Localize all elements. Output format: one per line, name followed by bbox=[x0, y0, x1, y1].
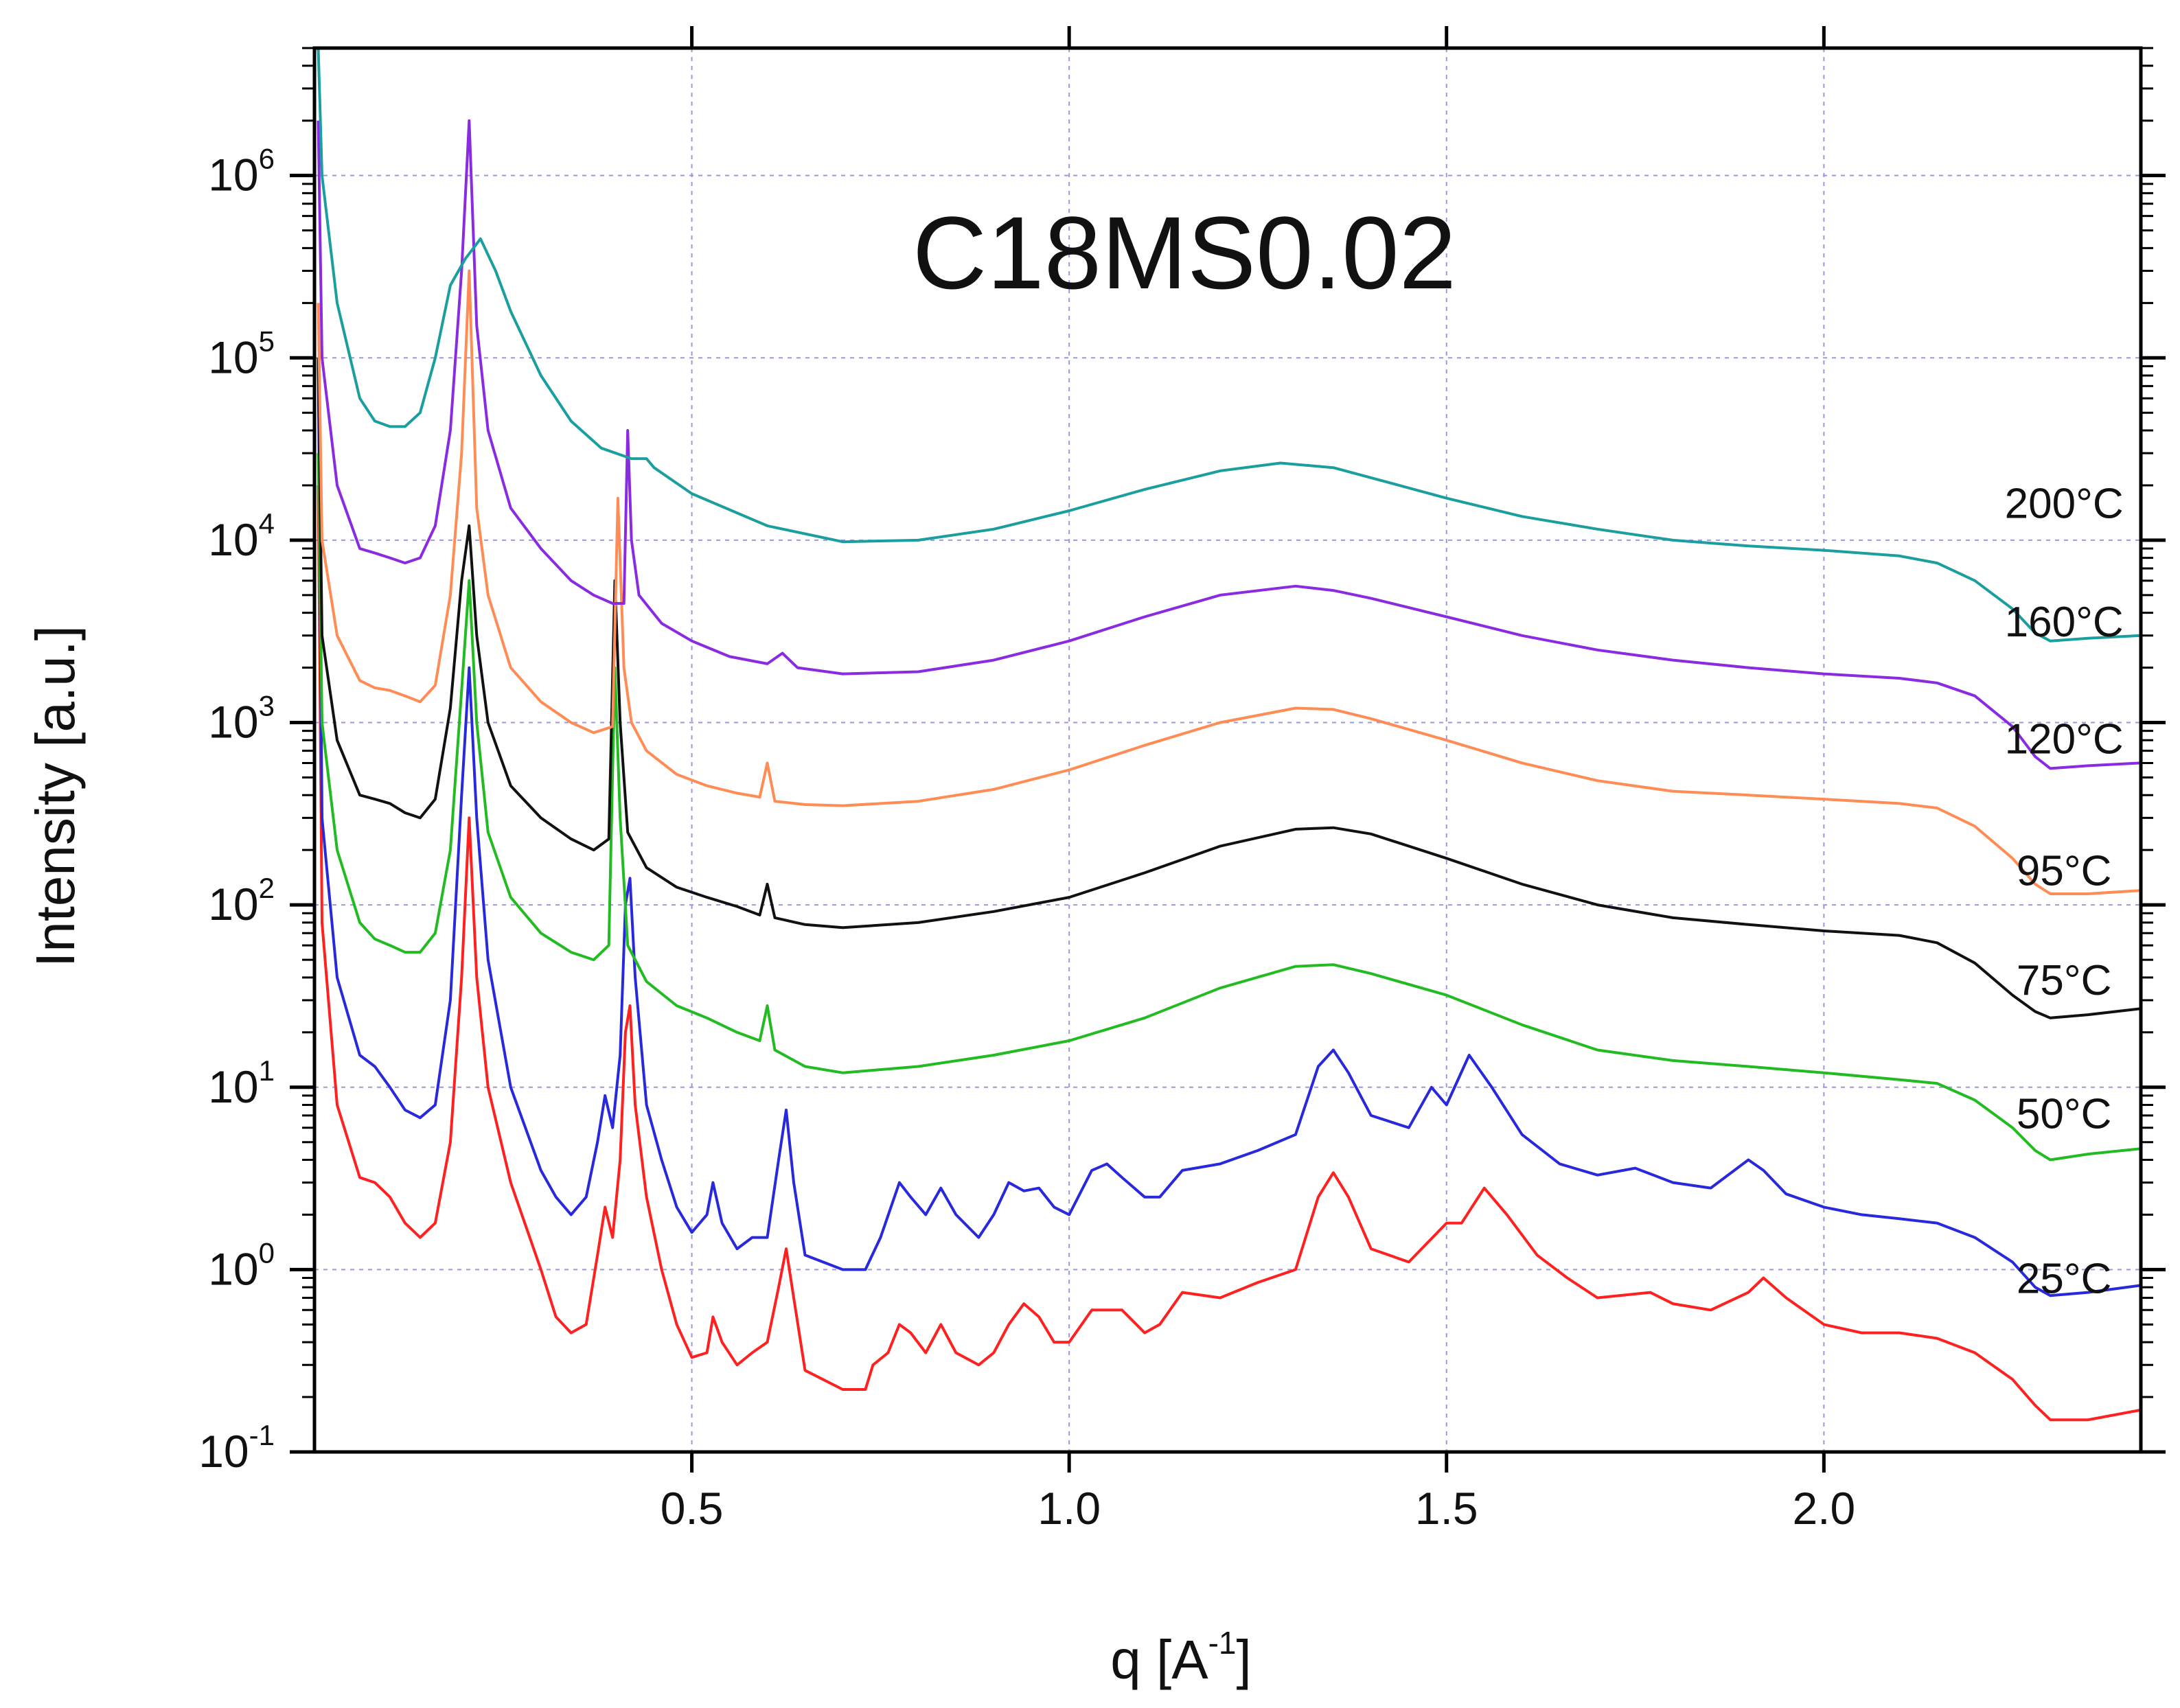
series-label-160°C: 160°C bbox=[2005, 599, 2124, 646]
y-tick-label-exponent: 5 bbox=[259, 325, 275, 357]
axis-ticks bbox=[290, 26, 2166, 1473]
y-tick-label-base: 10 bbox=[208, 1061, 258, 1112]
y-tick-label-exponent: 2 bbox=[259, 872, 275, 904]
series-line-120°C bbox=[317, 269, 2141, 895]
y-tick-label: 102 bbox=[208, 872, 275, 930]
y-tick-label: 105 bbox=[208, 325, 275, 382]
x-tick-label: 2.0 bbox=[1792, 1483, 1855, 1534]
series-line-25°C bbox=[317, 485, 2141, 1422]
series-label-75°C: 75°C bbox=[2017, 957, 2112, 1004]
y-tick-label-base: 10 bbox=[208, 332, 258, 382]
series-line-50°C bbox=[317, 358, 2141, 1297]
x-axis-title-superscript: -1 bbox=[1208, 1625, 1237, 1661]
y-tick-label: 104 bbox=[208, 507, 275, 565]
y-tick-label-exponent: 6 bbox=[259, 143, 275, 175]
y-tick-label: 106 bbox=[208, 143, 275, 200]
y-tick-label-base: 10 bbox=[208, 879, 258, 930]
y-axis-title: Intensity [a.u.] bbox=[25, 625, 86, 967]
y-tick-label-base: 10 bbox=[208, 514, 258, 565]
series-label-200°C: 200°C bbox=[2005, 481, 2124, 528]
series-label-95°C: 95°C bbox=[2017, 848, 2112, 895]
x-tick-labels: 0.5 1.0 1.5 2.0 bbox=[661, 1483, 1856, 1534]
series-labels: 25°C 50°C 75°C 95°C 120°C 160°C 200°C bbox=[2005, 481, 2124, 1303]
x-tick-label: 1.5 bbox=[1415, 1483, 1478, 1534]
y-tick-label: 101 bbox=[208, 1054, 275, 1112]
x-axis-title: q [A-1] bbox=[1110, 1625, 1251, 1690]
y-tick-label: 100 bbox=[208, 1236, 275, 1294]
series-line-160°C bbox=[317, 119, 2141, 770]
series-label-50°C: 50°C bbox=[2017, 1091, 2112, 1138]
y-tick-label: 10-1 bbox=[198, 1419, 275, 1477]
x-tick-label: 1.0 bbox=[1037, 1483, 1101, 1534]
series-line-75°C bbox=[317, 453, 2141, 1162]
x-axis-title-end: ] bbox=[1236, 1629, 1251, 1690]
y-tick-label-exponent: 1 bbox=[259, 1054, 275, 1087]
y-tick-label-base: 10 bbox=[198, 1426, 249, 1477]
series-line-200°C bbox=[317, 48, 2141, 643]
series-label-25°C: 25°C bbox=[2017, 1256, 2112, 1303]
y-tick-label-base: 10 bbox=[208, 150, 258, 200]
y-tick-label: 103 bbox=[208, 690, 275, 748]
y-tick-label-exponent: 0 bbox=[259, 1236, 275, 1269]
chart-title: C18MS0.02 bbox=[913, 195, 1456, 310]
y-tick-label-exponent: 3 bbox=[259, 690, 275, 722]
y-tick-label-base: 10 bbox=[208, 1243, 258, 1294]
series-line-95°C bbox=[317, 358, 2141, 1019]
y-tick-label-exponent: 4 bbox=[259, 507, 275, 540]
series-group bbox=[317, 48, 2141, 1422]
y-tick-label-base: 10 bbox=[208, 697, 258, 748]
series-label-120°C: 120°C bbox=[2005, 715, 2124, 763]
x-tick-label: 0.5 bbox=[661, 1483, 724, 1534]
y-tick-label-exponent: -1 bbox=[249, 1419, 275, 1451]
x-axis-title-main: q [A bbox=[1110, 1629, 1208, 1690]
